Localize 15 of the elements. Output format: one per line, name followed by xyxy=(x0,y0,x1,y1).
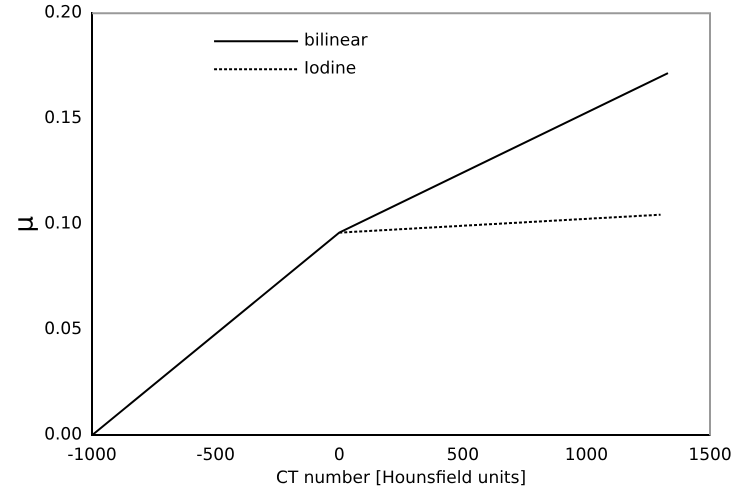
x-tick-label: 500 xyxy=(446,444,480,465)
y-axis-title: μ xyxy=(9,216,40,232)
legend-label: Iodine xyxy=(304,58,356,79)
y-tick-label: 0.20 xyxy=(44,2,82,23)
x-axis-title: CT number [Hounsfield units] xyxy=(276,468,526,488)
y-tick-label: 0.10 xyxy=(44,214,82,234)
x-tick-label: -1000 xyxy=(67,444,117,465)
x-tick-label: -500 xyxy=(196,444,235,465)
x-tick-label: 1500 xyxy=(688,444,732,465)
legend-label: bilinear xyxy=(304,30,368,51)
x-tick-label: 1000 xyxy=(564,444,608,465)
y-tick-label: 0.15 xyxy=(44,108,82,128)
y-tick-label: 0.05 xyxy=(44,319,82,340)
y-tick-label: 0.00 xyxy=(44,424,82,445)
x-tick-label: 0 xyxy=(334,444,345,465)
